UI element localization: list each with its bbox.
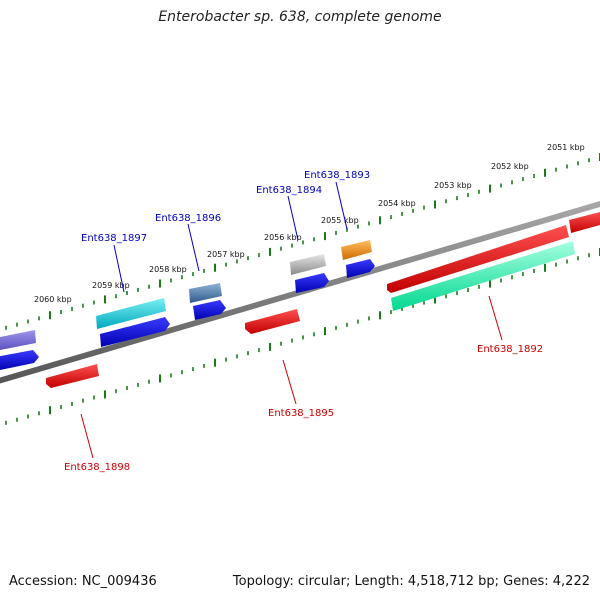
gene-label-Ent638_1898[interactable]: Ent638_1898 [64, 462, 130, 473]
feature-bar-cyan [96, 298, 166, 329]
gene-Ent638_1893-arrow [346, 259, 375, 278]
gene-label-Ent638_1896[interactable]: Ent638_1896 [155, 213, 221, 224]
scale-label-2054: 2054 kbp [378, 199, 416, 208]
scale-label-2053: 2053 kbp [434, 181, 472, 190]
feature-bar-mint [391, 241, 575, 311]
scale-label-2058: 2058 kbp [149, 265, 187, 274]
scale-label-2056: 2056 kbp [264, 233, 302, 242]
feature-bar-red-right [569, 212, 600, 233]
scale-label-2051: 2051 kbp [547, 143, 585, 152]
reverse-genes[interactable] [46, 225, 569, 388]
gene-label-Ent638_1895[interactable]: Ent638_1895 [268, 408, 334, 419]
gene-label-Ent638_1892[interactable]: Ent638_1892 [477, 344, 543, 355]
gene-Ent638_1898-arrow [46, 364, 99, 388]
gene-Ent638_1894-arrow [295, 273, 329, 293]
feature-bars [0, 212, 600, 351]
gene-Ent638_1897-arrow [100, 317, 170, 347]
genome-info-text: Topology: circular; Length: 4,518,712 bp… [232, 574, 590, 589]
forward-genes[interactable] [0, 259, 375, 371]
genome-title: Enterobacter sp. 638, complete genome [158, 9, 442, 25]
accession-text: Accession: NC_009436 [9, 574, 157, 589]
gene-Ent638_1896-arrow [193, 300, 226, 320]
gene-label-Ent638_1897[interactable]: Ent638_1897 [81, 233, 147, 244]
gene-label-Ent638_1894[interactable]: Ent638_1894 [256, 185, 322, 196]
feature-bar-grey [290, 254, 326, 275]
gene-left-forward-arrow [0, 350, 39, 370]
scale-label-2055: 2055 kbp [321, 216, 359, 225]
gene-label-Ent638_1893[interactable]: Ent638_1893 [304, 170, 370, 181]
feature-bar-purple [0, 330, 36, 351]
upper-scale-ticks [5, 153, 600, 330]
scale-label-2059: 2059 kbp [92, 281, 130, 290]
gene-Ent638_1892-arrow [387, 225, 569, 293]
feature-bar-steel [189, 283, 222, 303]
label-leaders [80, 181, 503, 459]
lower-scale-ticks [5, 248, 600, 425]
genome-backbone [0, 201, 600, 384]
scale-label-2057: 2057 kbp [207, 250, 245, 259]
gene-Ent638_1895-arrow [245, 309, 300, 334]
scale-label-2052: 2052 kbp [491, 162, 529, 171]
scale-label-2060: 2060 kbp [34, 295, 72, 304]
feature-bar-orange [341, 240, 372, 260]
